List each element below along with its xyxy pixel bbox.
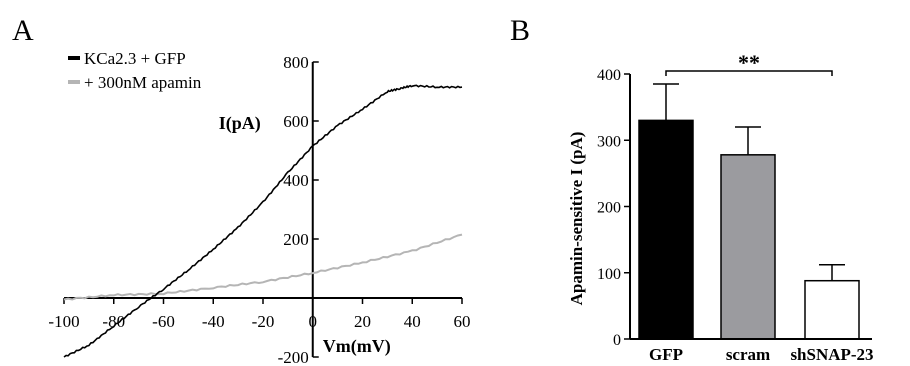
y-tick-label: 300 (597, 133, 621, 150)
y-tick-label: 400 (597, 67, 621, 84)
bar-chart-y-ticks: 0 100 200 300 400 (597, 67, 630, 349)
y-tick-label: 800 (283, 53, 309, 72)
bar-chart-bars (638, 83, 860, 340)
x-tick-label: -100 (48, 312, 79, 331)
x-tick-label: 40 (404, 312, 421, 331)
y-tick-label: 200 (283, 230, 309, 249)
iv-plot-y-axis-title: I(pA) (219, 113, 261, 134)
iv-plot-panel: -100 -80 -60 -40 -20 0 20 40 60 -200200400600800… (48, 49, 470, 366)
panel-label-a: A (12, 14, 34, 47)
significance-label: ** (738, 50, 760, 75)
panel-label-b: B (510, 14, 530, 47)
iv-plot-legend: KCa2.3 + GFP + 300nM apamin (68, 49, 202, 92)
bar-shsnap-23 (804, 279, 860, 340)
x-tick-label: -20 (252, 312, 275, 331)
x-tick-label: -40 (202, 312, 225, 331)
iv-plot-y-ticks: -200 200 400 600 800 (278, 53, 319, 366)
x-tick-label: 60 (454, 312, 471, 331)
x-tick-label: -60 (152, 312, 175, 331)
bar-chart-panel: 0 100 200 300 400 GFP scram shSNAP-23 ** Apami… (567, 50, 874, 364)
series-line-apamin (63, 233, 463, 301)
y-tick-label: 100 (597, 266, 621, 283)
category-label: scram (726, 345, 770, 364)
x-tick-label: -80 (102, 312, 125, 331)
iv-plot-x-ticks: -100 -80 -60 -40 -20 0 20 40 60 (48, 298, 471, 331)
bar-scram (720, 154, 776, 340)
bar-chart-categories: GFP scram shSNAP-23 (649, 345, 874, 364)
y-tick-label: 0 (613, 332, 621, 349)
y-tick-label: 400 (283, 171, 309, 190)
series-line-kca23-gfp (63, 84, 463, 358)
legend-label-kca23-gfp: KCa2.3 + GFP (84, 49, 186, 68)
category-label: shSNAP-23 (790, 345, 873, 364)
y-tick-label: -200 (278, 348, 309, 366)
category-label: GFP (649, 345, 683, 364)
y-tick-label: 200 (597, 200, 621, 217)
x-tick-label: 20 (354, 312, 371, 331)
legend-label-apamin: + 300nM apamin (84, 73, 202, 92)
y-tick-label: 600 (283, 112, 309, 131)
bar-chart-axes (629, 74, 872, 340)
bar-gfp (638, 119, 694, 340)
x-tick-label: 0 (309, 312, 318, 331)
iv-plot-x-axis-title: Vm(mV) (323, 336, 391, 357)
significance-line (665, 70, 833, 76)
significance-bracket: ** (665, 50, 833, 76)
iv-plot-series (63, 84, 463, 358)
bar-chart-y-axis-title: Apamin-sensitive I (pA) (567, 132, 586, 306)
